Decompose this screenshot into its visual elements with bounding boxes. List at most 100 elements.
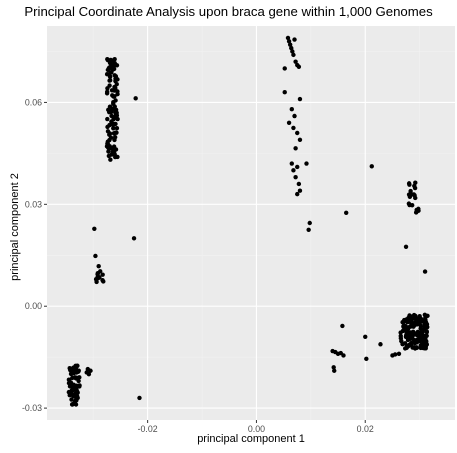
data-point (297, 137, 303, 142)
data-point (414, 207, 419, 213)
data-point (73, 402, 79, 407)
data-point (399, 338, 404, 344)
data-point (111, 126, 116, 131)
data-point (412, 183, 417, 189)
data-point (115, 116, 120, 122)
data-point (113, 147, 119, 152)
data-point (112, 134, 118, 140)
data-point (105, 116, 110, 122)
data-point (105, 129, 111, 134)
data-point (105, 124, 110, 130)
data-point (112, 84, 117, 90)
y-tick-label: -0.03 (22, 403, 42, 413)
data-point (422, 321, 427, 327)
data-point (287, 42, 293, 47)
data-point (114, 113, 120, 118)
data-point (77, 375, 82, 380)
data-point (106, 149, 111, 154)
chart-title: Principal Coordinate Analysis upon braca… (24, 4, 433, 19)
x-tick-label: -0.02 (138, 424, 158, 434)
data-point (401, 328, 406, 334)
data-point (107, 78, 112, 83)
data-point (418, 326, 423, 331)
data-point (364, 356, 369, 362)
y-tick-label: 0.03 (25, 199, 42, 209)
data-point (422, 346, 428, 351)
data-point (392, 352, 398, 357)
data-point (304, 161, 309, 166)
data-point (115, 91, 120, 97)
data-point (109, 64, 115, 70)
data-point (94, 277, 99, 282)
x-tick-label: 0.02 (357, 424, 374, 434)
data-point (111, 107, 117, 112)
data-point (409, 340, 414, 346)
data-point (71, 383, 77, 389)
data-point (96, 263, 101, 269)
data-point (104, 72, 110, 77)
data-point (405, 317, 411, 323)
data-point (73, 387, 78, 392)
data-point (111, 57, 116, 63)
data-point (406, 201, 412, 206)
x-tick-label: 0.00 (248, 424, 265, 434)
data-point (422, 269, 428, 274)
data-point (67, 381, 73, 386)
data-point (291, 52, 296, 58)
data-point (286, 39, 292, 44)
data-point (72, 370, 77, 375)
data-point (86, 371, 92, 377)
data-point (289, 45, 294, 51)
data-point (295, 164, 300, 170)
data-point (291, 125, 296, 131)
data-point (333, 349, 338, 355)
data-point (131, 236, 137, 241)
data-point (285, 35, 291, 41)
data-point (417, 314, 422, 319)
data-point (341, 353, 346, 358)
data-point (97, 275, 102, 280)
data-point (424, 329, 429, 334)
data-point (293, 174, 298, 180)
data-point (73, 366, 79, 372)
data-point (137, 395, 142, 401)
data-point (109, 119, 114, 124)
data-point (100, 272, 105, 277)
data-point (332, 368, 337, 373)
data-point (423, 317, 428, 323)
data-point (404, 345, 409, 350)
data-point (340, 323, 345, 329)
data-point (307, 220, 312, 226)
data-point (282, 90, 287, 95)
data-point (105, 139, 111, 144)
data-point (93, 253, 98, 259)
data-point (282, 66, 287, 71)
data-point (108, 135, 114, 140)
data-point (109, 88, 115, 93)
data-point (293, 59, 298, 64)
data-point (286, 120, 292, 126)
data-point (415, 330, 421, 335)
data-point (104, 89, 110, 94)
data-point (369, 164, 374, 169)
data-point (401, 324, 406, 330)
data-point (72, 394, 78, 399)
data-point (105, 58, 111, 63)
data-point (112, 116, 117, 121)
data-point (420, 332, 425, 337)
data-point (68, 367, 73, 373)
data-point (416, 320, 422, 326)
data-point (295, 191, 300, 197)
data-point (100, 277, 105, 283)
data-point (290, 49, 295, 54)
data-point (108, 157, 113, 162)
data-point (297, 96, 303, 102)
data-point (306, 227, 311, 232)
data-point (406, 192, 412, 197)
data-point (295, 130, 300, 136)
data-point (407, 182, 412, 187)
data-point (109, 70, 114, 75)
data-point (412, 323, 417, 328)
data-point (331, 365, 336, 370)
